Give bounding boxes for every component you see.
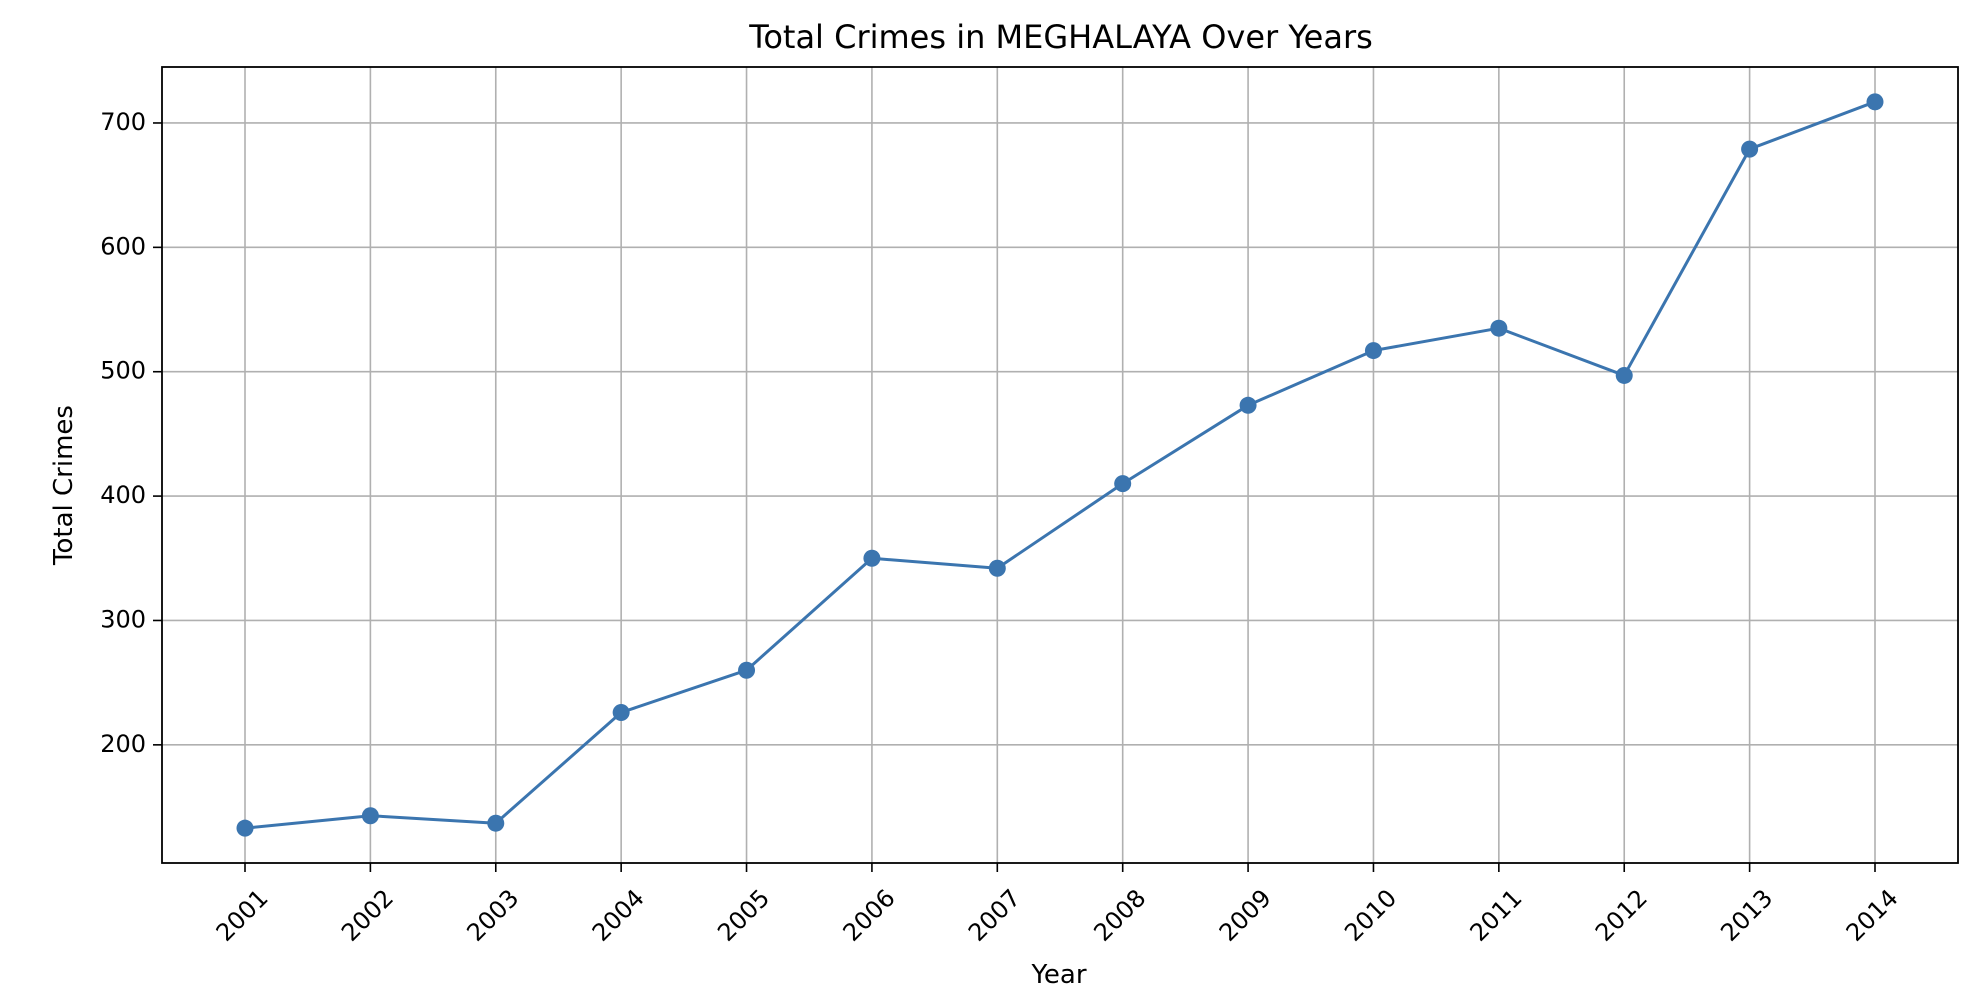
data-point	[236, 819, 254, 837]
data-point	[361, 807, 379, 825]
data-point	[1741, 140, 1759, 158]
series-layer	[236, 93, 1884, 837]
data-point	[1114, 475, 1132, 493]
series-line	[244, 100, 1876, 830]
data-point	[487, 814, 505, 832]
data-point	[988, 559, 1006, 577]
data-point	[612, 704, 630, 722]
plot-frame	[161, 66, 1959, 864]
x-axis-label: Year	[1030, 960, 1086, 990]
y-tick-label: 500	[100, 357, 146, 385]
data-point	[1364, 342, 1382, 360]
y-tick-label: 600	[100, 232, 146, 260]
y-tick-label: 200	[100, 730, 146, 758]
data-point	[1239, 396, 1257, 414]
y-tick-label: 400	[100, 481, 146, 509]
data-point	[1615, 366, 1633, 384]
data-point	[1866, 93, 1884, 111]
chart-title: Total Crimes in MEGHALAYA Over Years	[748, 18, 1373, 56]
y-tick-label: 300	[100, 605, 146, 633]
data-point	[863, 549, 881, 567]
data-point	[738, 661, 756, 679]
data-point	[1490, 319, 1508, 337]
y-axis-label: Total Crimes	[49, 405, 79, 566]
y-tick-label: 700	[100, 108, 146, 136]
grid	[162, 67, 1958, 863]
